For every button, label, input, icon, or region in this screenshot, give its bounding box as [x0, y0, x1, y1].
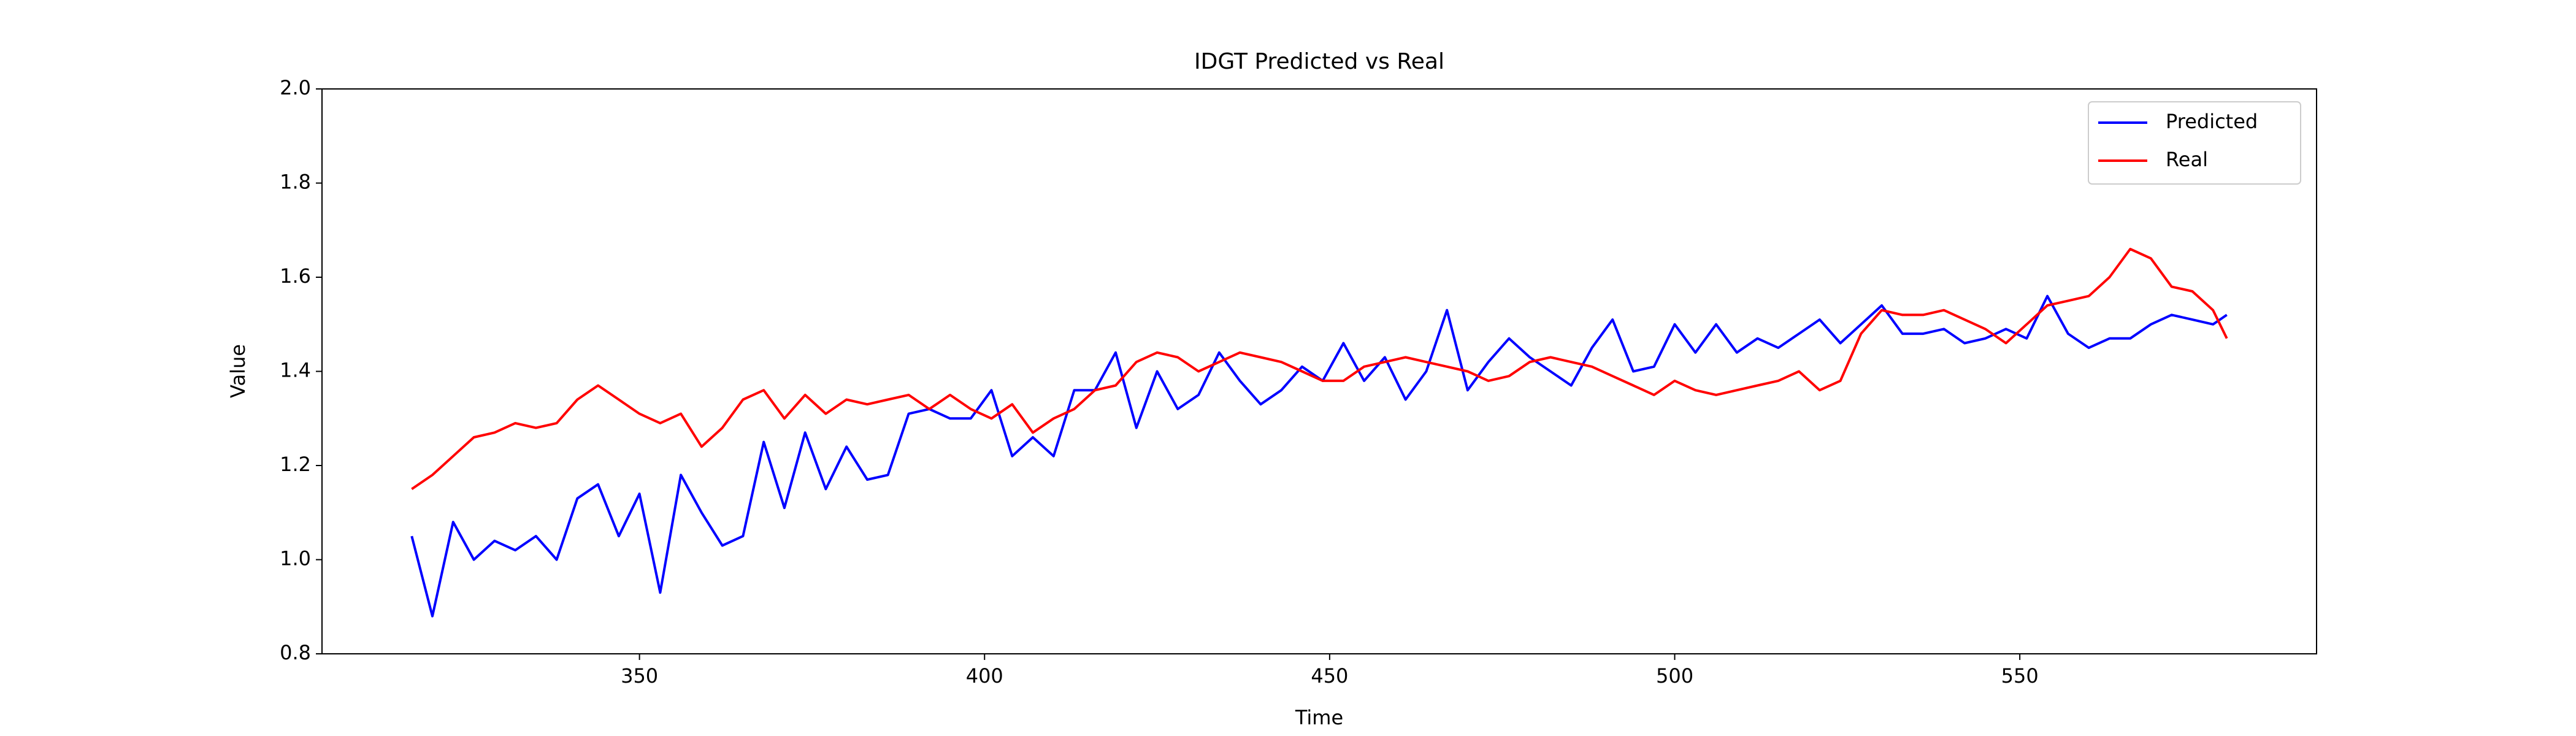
legend-label: Real	[2166, 148, 2208, 171]
plot-frame	[321, 88, 2317, 654]
y-tick-label: 1.8	[280, 171, 311, 194]
x-tick-label: 550	[2001, 664, 2039, 688]
y-axis-label: Value	[226, 344, 250, 398]
y-tick-label: 2.0	[280, 76, 311, 99]
chart-title: IDGT Predicted vs Real	[1194, 49, 1444, 74]
x-tick-label: 500	[1656, 664, 1693, 688]
line-series	[410, 294, 2228, 618]
line-series	[411, 248, 2228, 491]
y-tick-label: 0.8	[280, 641, 311, 664]
y-tick-label: 1.0	[280, 547, 311, 570]
y-tick-label: 1.6	[280, 264, 311, 288]
x-tick-label: 450	[1311, 664, 1348, 688]
y-tick-label: 1.4	[280, 359, 311, 382]
x-tick-label: 350	[621, 664, 658, 688]
legend: Predicted Real	[2088, 101, 2301, 185]
x-tick-label: 400	[966, 664, 1003, 688]
x-axis-label: Time	[1295, 706, 1343, 729]
legend-label: Predicted	[2166, 110, 2258, 133]
y-tick-label: 1.2	[280, 453, 311, 476]
